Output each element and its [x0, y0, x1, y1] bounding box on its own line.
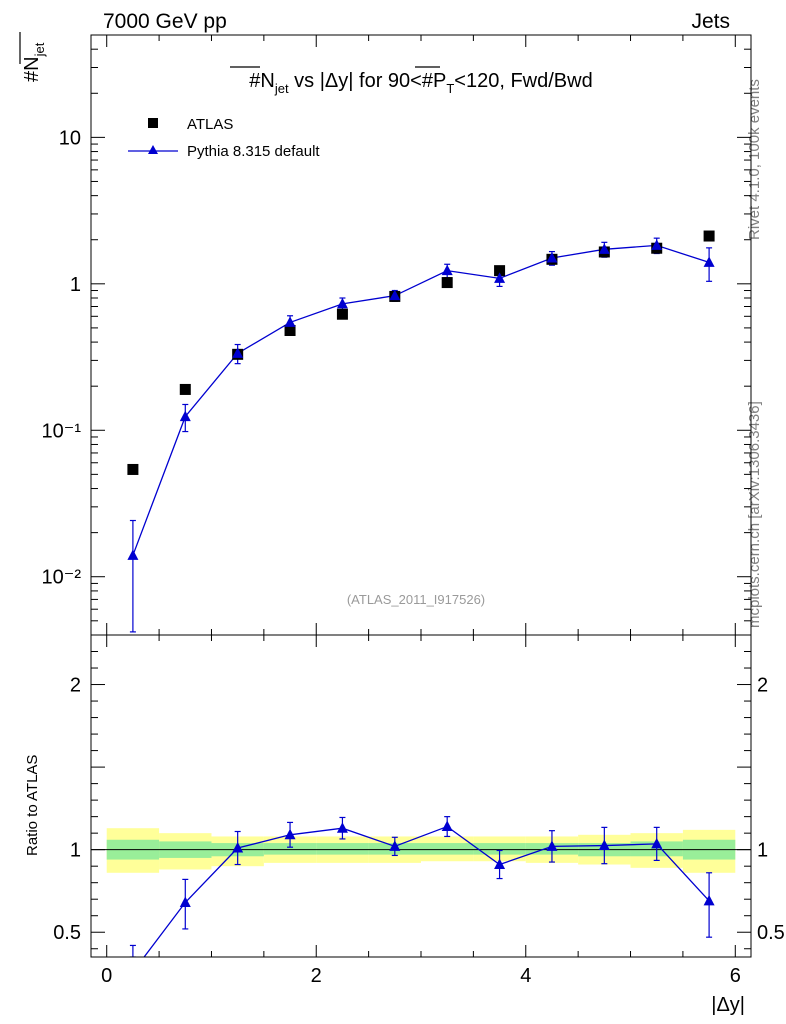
ratio-y-tick-label-right: 0.5 [757, 922, 785, 944]
ratio-pythia-point [179, 896, 191, 908]
x-axis-label: |Δy| [711, 994, 745, 1016]
x-tick-label: 6 [730, 965, 741, 987]
ratio-band-inner [421, 843, 474, 855]
pythia-point [284, 316, 296, 327]
mcplots-credit-label: mcplots.cern.ch [arXiv:1306.3436] [746, 401, 763, 628]
ratio-pythia-point [232, 842, 244, 853]
pythia-point [441, 264, 453, 276]
ratio-band-inner [473, 843, 526, 855]
main-y-tick-label: 10 [59, 127, 81, 149]
ratio-band-inner [316, 843, 369, 855]
svg-text:#Njet: #Njet [21, 42, 47, 82]
ratio-series-group [127, 816, 715, 977]
main-panel: 10⁻² 10⁻¹ 1 10 #Njet vs |Δy| for 90<#PT<120… [19, 32, 752, 636]
pythia-point [651, 239, 663, 250]
legend-pythia-label: Pythia 8.315 default [187, 143, 320, 160]
legend-atlas-marker [148, 118, 158, 128]
pythia-point [179, 410, 191, 422]
ratio-pythia-point [441, 820, 453, 832]
main-y-tick-label: 1 [70, 274, 81, 296]
pythia-line [132, 244, 710, 556]
main-y-tick-label: 10⁻¹ [42, 420, 82, 442]
ratio-y-tick-label-right: 1 [757, 840, 768, 862]
ratio-pythia-point [284, 828, 296, 840]
main-y-tick-label: 10⁻² [42, 567, 82, 589]
ratio-pythia-point [336, 822, 348, 833]
atlas-point [336, 308, 348, 320]
ratio-band-inner [263, 843, 317, 855]
legend-pythia-marker [148, 145, 158, 154]
ratio-y-tick-label: 0.5 [53, 922, 81, 944]
ratio-pythia-point [703, 894, 715, 906]
atlas-point [284, 325, 296, 337]
header-energy-label: 7000 GeV pp [103, 10, 227, 33]
ratio-y-tick-label-right: 2 [757, 675, 768, 697]
main-y-axis-label: #Njet [19, 32, 47, 82]
header-process-label: Jets [691, 10, 730, 33]
pythia-point [127, 549, 139, 560]
ratio-y-tick-label: 1 [70, 840, 81, 862]
ratio-y-axis-label: Ratio to ATLAS [24, 755, 41, 856]
x-tick-label: 4 [520, 965, 531, 987]
pythia-point [336, 297, 348, 309]
legend: ATLAS Pythia 8.315 default [128, 116, 320, 160]
atlas-point [494, 265, 506, 277]
ratio-pythia-point [389, 840, 401, 851]
ratio-pythia-point [494, 858, 506, 870]
ratio-panel: 0.5 0.5 1 1 2 2 0 2 4 6 Ratio to ATLAS |Δy| [24, 634, 785, 1016]
atlas-point [441, 277, 453, 289]
ratio-pythia-point [651, 837, 663, 849]
pythia-point [232, 347, 244, 358]
legend-atlas-label: ATLAS [187, 116, 233, 133]
atlas-point [127, 463, 139, 475]
pythia-point [703, 256, 715, 267]
ratio-y-tick-label: 2 [70, 675, 81, 697]
ratio-pythia-point [546, 840, 558, 851]
atlas-point [179, 383, 191, 395]
atlas-point [703, 230, 715, 242]
ratio-frame [90, 634, 752, 958]
ratio-pythia-line [143, 825, 710, 957]
x-tick-label: 2 [311, 965, 322, 987]
pythia-point [598, 243, 610, 254]
rivet-version-label: Rivet 4.1.0, 100k events [746, 79, 763, 240]
analysis-reference-label: (ATLAS_2011_I917526) [347, 592, 485, 607]
x-tick-label: 0 [101, 965, 112, 987]
pythia-point [389, 289, 401, 301]
ratio-pythia-point [127, 966, 138, 977]
pythia-point [546, 252, 558, 263]
pythia-point [494, 272, 506, 283]
ratio-pythia-point [598, 839, 610, 851]
chart-title: #Njet vs |Δy| for 90<#PT<120, Fwd/Bwd [249, 70, 592, 96]
